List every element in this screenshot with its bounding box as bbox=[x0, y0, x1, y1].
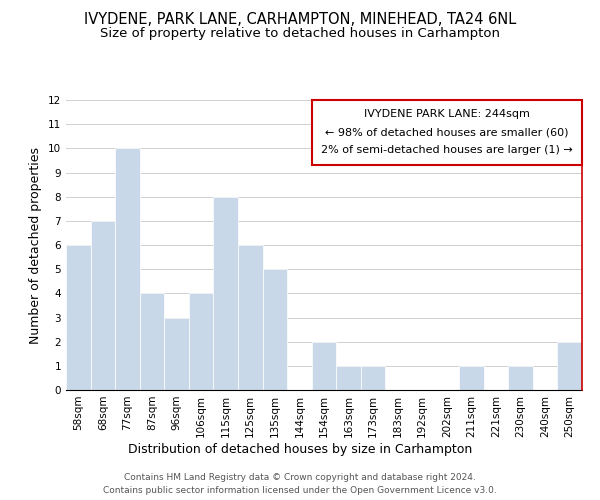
Bar bbox=[312, 342, 336, 390]
Text: Distribution of detached houses by size in Carhampton: Distribution of detached houses by size … bbox=[128, 442, 472, 456]
Text: ← 98% of detached houses are smaller (60): ← 98% of detached houses are smaller (60… bbox=[325, 128, 569, 138]
Bar bbox=[459, 366, 484, 390]
Bar bbox=[91, 221, 115, 390]
Bar bbox=[557, 342, 582, 390]
Bar bbox=[115, 148, 140, 390]
Bar bbox=[508, 366, 533, 390]
Text: IVYDENE PARK LANE: 244sqm: IVYDENE PARK LANE: 244sqm bbox=[364, 109, 530, 119]
Bar bbox=[140, 294, 164, 390]
Bar bbox=[214, 196, 238, 390]
Bar bbox=[361, 366, 385, 390]
Bar bbox=[164, 318, 189, 390]
Text: IVYDENE, PARK LANE, CARHAMPTON, MINEHEAD, TA24 6NL: IVYDENE, PARK LANE, CARHAMPTON, MINEHEAD… bbox=[84, 12, 516, 28]
Bar bbox=[66, 245, 91, 390]
Text: Contains HM Land Registry data © Crown copyright and database right 2024.: Contains HM Land Registry data © Crown c… bbox=[124, 472, 476, 482]
Bar bbox=[238, 245, 263, 390]
Text: 2% of semi-detached houses are larger (1) →: 2% of semi-detached houses are larger (1… bbox=[321, 145, 573, 155]
Text: Contains public sector information licensed under the Open Government Licence v3: Contains public sector information licen… bbox=[103, 486, 497, 495]
Bar bbox=[189, 294, 214, 390]
Text: Size of property relative to detached houses in Carhampton: Size of property relative to detached ho… bbox=[100, 28, 500, 40]
Y-axis label: Number of detached properties: Number of detached properties bbox=[29, 146, 43, 344]
Bar bbox=[263, 269, 287, 390]
Bar bbox=[336, 366, 361, 390]
